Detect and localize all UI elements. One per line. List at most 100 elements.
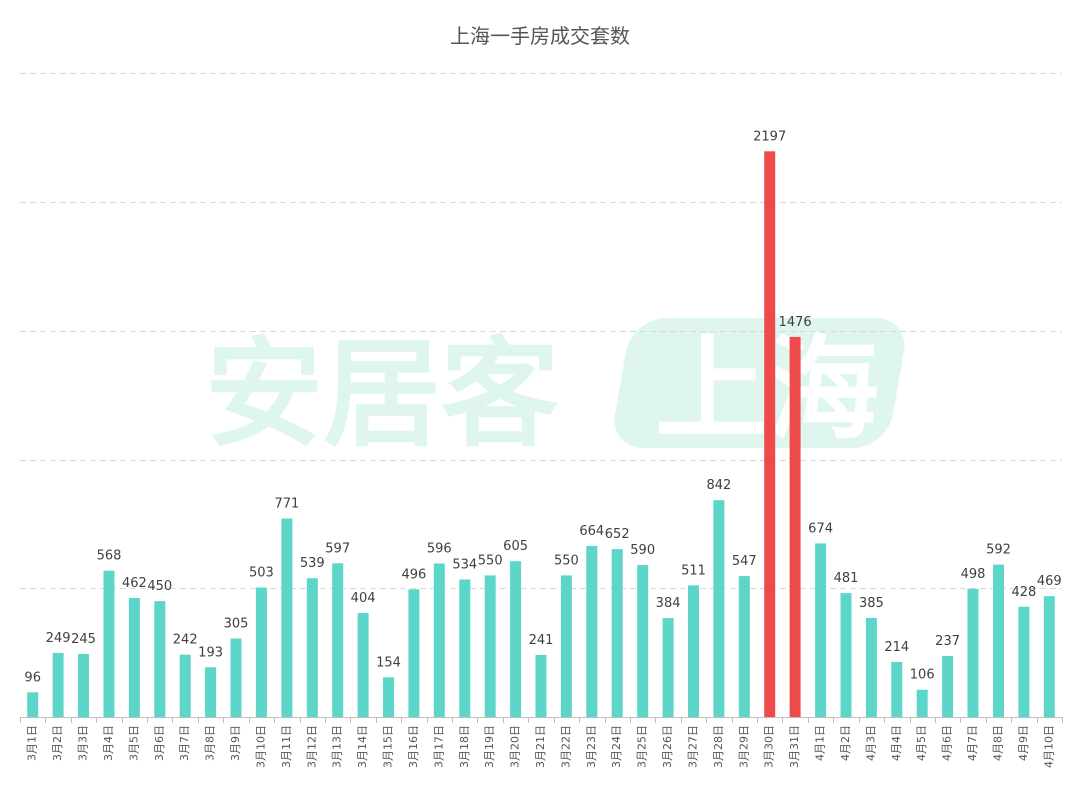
x-tick-label-4月3日: 4月3日 xyxy=(864,725,877,761)
bar-3月15日 xyxy=(383,677,394,717)
x-tick-label-3月15日: 3月15日 xyxy=(382,725,395,768)
x-tick-label-3月7日: 3月7日 xyxy=(178,725,191,761)
bar-4月9日 xyxy=(1018,606,1030,717)
x-tick-label-3月6日: 3月6日 xyxy=(153,725,166,761)
data-label-3月24日: 652 xyxy=(605,527,630,542)
x-tick-label-3月25日: 3月25日 xyxy=(636,725,649,768)
bar-3月21日 xyxy=(535,654,547,717)
bar-3月2日 xyxy=(52,652,64,717)
bar-3月29日 xyxy=(738,576,750,717)
data-label-4月2日: 481 xyxy=(834,571,859,586)
chart-title: 上海一手房成交套数 xyxy=(450,24,630,48)
x-tick-label-4月6日: 4月6日 xyxy=(941,725,954,761)
bar-3月17日 xyxy=(433,563,445,717)
bar-3月11日 xyxy=(281,518,293,717)
data-label-3月8日: 193 xyxy=(198,645,223,660)
bar-3月7日 xyxy=(179,654,191,717)
bar-3月4日 xyxy=(103,570,115,717)
bar-3月5日 xyxy=(128,598,140,717)
gridlines xyxy=(20,73,1062,589)
x-tick-label-3月22日: 3月22日 xyxy=(559,725,572,768)
data-label-3月2日: 249 xyxy=(46,631,71,646)
bar-3月3日 xyxy=(78,653,89,717)
bar-3月31日 xyxy=(789,336,801,717)
data-label-3月3日: 245 xyxy=(71,632,96,647)
data-label-3月13日: 597 xyxy=(325,541,350,556)
bar-4月1日 xyxy=(815,543,827,717)
x-tick-label-3月12日: 3月12日 xyxy=(305,725,318,768)
data-label-3月28日: 842 xyxy=(706,478,731,493)
x-tick-label-3月30日: 3月30日 xyxy=(763,725,776,768)
x-tick-label-3月21日: 3月21日 xyxy=(534,725,547,768)
bar-4月10日 xyxy=(1043,596,1055,717)
data-label-4月4日: 214 xyxy=(884,640,909,655)
x-tick-label-3月18日: 3月18日 xyxy=(458,725,471,768)
data-label-4月6日: 237 xyxy=(935,634,960,649)
data-label-3月14日: 404 xyxy=(351,591,376,606)
x-tick-label-4月7日: 4月7日 xyxy=(966,725,979,761)
x-tick-label-4月4日: 4月4日 xyxy=(890,725,903,761)
x-tick-label-3月13日: 3月13日 xyxy=(331,725,344,768)
x-tick-label-3月17日: 3月17日 xyxy=(432,725,445,768)
bar-3月24日 xyxy=(611,549,623,717)
bar-4月3日 xyxy=(865,617,877,717)
bar-3月25日 xyxy=(637,565,649,717)
bar-3月8日 xyxy=(205,667,217,717)
bar-3月1日 xyxy=(27,692,39,717)
data-label-3月17日: 596 xyxy=(427,542,452,557)
bars xyxy=(27,151,1055,718)
data-label-3月11日: 771 xyxy=(274,497,299,512)
bar-3月12日 xyxy=(306,578,318,717)
watermark-city-badge xyxy=(614,318,905,448)
data-label-4月3日: 385 xyxy=(859,596,884,611)
x-tick-label-3月2日: 3月2日 xyxy=(51,725,64,761)
x-tick-label-3月1日: 3月1日 xyxy=(26,725,39,761)
data-label-3月29日: 547 xyxy=(732,554,757,569)
bar-3月18日 xyxy=(459,579,471,717)
x-tick-label-3月14日: 3月14日 xyxy=(356,725,369,768)
x-tick-label-3月9日: 3月9日 xyxy=(229,725,242,761)
x-tick-label-3月10日: 3月10日 xyxy=(254,725,267,768)
x-tick-label-4月10日: 4月10日 xyxy=(1042,725,1055,768)
bar-3月14日 xyxy=(357,613,369,717)
bar-4月7日 xyxy=(967,588,979,717)
data-label-3月23日: 664 xyxy=(579,524,604,539)
data-label-4月5日: 106 xyxy=(910,668,935,683)
x-tick-label-3月27日: 3月27日 xyxy=(687,725,700,768)
data-label-3月4日: 568 xyxy=(97,549,122,564)
data-label-3月26日: 384 xyxy=(656,596,681,611)
data-label-3月31日: 1476 xyxy=(779,315,812,330)
x-tick-label-4月2日: 4月2日 xyxy=(839,725,852,761)
data-label-3月1日: 96 xyxy=(24,670,41,685)
x-tick-label-3月20日: 3月20日 xyxy=(509,725,522,768)
data-label-3月5日: 462 xyxy=(122,576,147,591)
x-axis xyxy=(20,717,1063,723)
x-tick-label-3月3日: 3月3日 xyxy=(77,725,90,761)
x-tick-label-4月9日: 4月9日 xyxy=(1017,725,1030,761)
data-label-4月8日: 592 xyxy=(986,543,1011,558)
data-label-4月7日: 498 xyxy=(961,567,986,582)
x-tick-label-3月4日: 3月4日 xyxy=(102,725,115,761)
data-label-3月27日: 511 xyxy=(681,563,706,578)
bar-3月16日 xyxy=(408,589,420,717)
x-tick-label-3月28日: 3月28日 xyxy=(712,725,725,768)
x-tick-label-4月1日: 4月1日 xyxy=(814,725,827,761)
bar-3月26日 xyxy=(662,618,674,717)
data-label-3月18日: 534 xyxy=(452,558,477,573)
bar-3月27日 xyxy=(688,585,699,717)
data-label-3月20日: 605 xyxy=(503,539,528,554)
data-label-3月12日: 539 xyxy=(300,556,325,571)
data-label-4月1日: 674 xyxy=(808,521,833,536)
bar-4月6日 xyxy=(942,656,954,717)
data-label-3月16日: 496 xyxy=(401,567,426,582)
x-tick-label-3月19日: 3月19日 xyxy=(483,725,496,768)
x-tick-label-3月29日: 3月29日 xyxy=(737,725,750,768)
bar-3月19日 xyxy=(484,575,496,717)
data-label-3月21日: 241 xyxy=(529,633,554,648)
bar-3月6日 xyxy=(154,601,166,717)
x-tick-label-3月11日: 3月11日 xyxy=(280,725,293,768)
data-label-3月19日: 550 xyxy=(478,553,503,568)
bar-3月28日 xyxy=(713,500,725,717)
x-tick-label-3月31日: 3月31日 xyxy=(788,725,801,768)
